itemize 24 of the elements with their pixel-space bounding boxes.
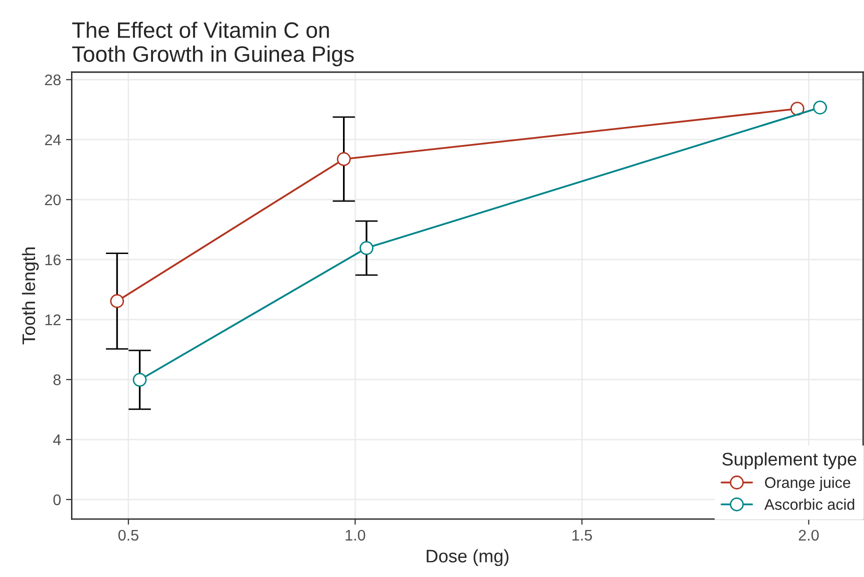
point — [336, 152, 351, 166]
x-tick-label: 0.5 — [118, 530, 138, 541]
point — [360, 241, 374, 255]
y-tick-label: 20 — [45, 194, 61, 206]
x-tick-label: 1.5 — [572, 530, 592, 541]
y-tick-label: 4 — [53, 434, 61, 446]
x-tick-label: 2.0 — [798, 530, 819, 541]
y-tick-label: 28 — [45, 74, 61, 86]
point — [813, 100, 827, 114]
y-tick-label: 0 — [53, 494, 61, 506]
legend-label: Ascorbic acid — [764, 498, 854, 510]
point — [110, 294, 124, 308]
y-tick-label: 12 — [45, 314, 61, 326]
legend-title: Supplement type — [722, 452, 856, 470]
legend-label: Orange juice — [765, 476, 850, 492]
chart-title: The Effect of Vitamin C on Tooth Growth in Guinea Pigs — [72, 22, 354, 66]
point — [132, 372, 147, 387]
point — [790, 102, 804, 116]
y-tick-label: 16 — [45, 254, 61, 266]
x-tick-label: 1.0 — [346, 530, 366, 541]
y-axis-title: Tooth length — [22, 248, 39, 344]
y-tick-label: 24 — [45, 134, 61, 146]
x-axis-title: Dose (mg) — [426, 549, 508, 566]
y-tick-label: 8 — [53, 374, 61, 386]
